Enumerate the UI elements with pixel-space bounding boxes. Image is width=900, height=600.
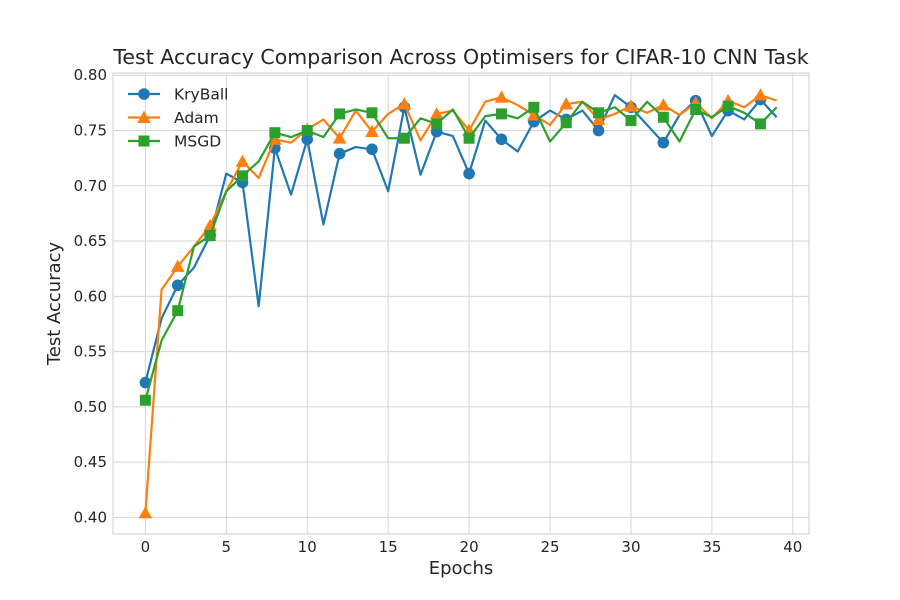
legend-label-adam: Adam xyxy=(174,109,219,127)
msgd-point xyxy=(139,394,151,406)
x-tick-label: 25 xyxy=(540,538,559,556)
msgd-point xyxy=(625,115,637,127)
adam-point xyxy=(753,88,768,101)
y-tick-label: 0.55 xyxy=(74,343,107,361)
adam-point xyxy=(365,124,379,138)
series-layer xyxy=(138,88,778,519)
adam-point xyxy=(268,132,282,145)
adam-point xyxy=(527,108,541,121)
y-tick-label: 0.40 xyxy=(74,508,107,526)
x-tick-label: 0 xyxy=(141,538,151,556)
kryball-point xyxy=(333,147,346,160)
adam-point xyxy=(397,97,412,110)
adam-point xyxy=(656,98,671,111)
legend-marker-msgd xyxy=(138,135,150,147)
msgd-line xyxy=(144,100,778,401)
kryball-point xyxy=(366,143,378,156)
legend-marker-adam xyxy=(137,110,151,123)
adam-line xyxy=(144,94,777,514)
kryball-point xyxy=(495,133,508,146)
msgd-point xyxy=(431,118,443,130)
y-axis-label: Test Accuracy xyxy=(44,241,65,366)
grid xyxy=(113,73,809,534)
y-tick-label: 0.75 xyxy=(74,121,107,139)
adam-point xyxy=(332,131,347,144)
msgd-point xyxy=(204,230,216,242)
msgd-point xyxy=(366,107,378,119)
adam-point xyxy=(559,97,574,110)
series-msgd xyxy=(139,100,778,406)
adam-point xyxy=(624,99,638,112)
adam-point xyxy=(170,259,185,272)
kryball-point xyxy=(463,167,475,180)
x-tick-label: 5 xyxy=(222,538,232,556)
msgd-point xyxy=(172,305,184,317)
y-tick-label: 0.80 xyxy=(74,66,107,84)
series-adam xyxy=(138,88,777,519)
msgd-point xyxy=(236,170,248,182)
x-tick-label: 15 xyxy=(379,538,398,556)
kryball-point xyxy=(657,136,670,149)
legend-marker-kryball xyxy=(138,88,150,100)
adam-point xyxy=(138,506,153,519)
adam-point xyxy=(429,107,444,120)
msgd-point xyxy=(722,100,734,112)
adam-point xyxy=(494,90,509,103)
x-tick-label: 20 xyxy=(460,538,479,556)
kryball-point xyxy=(171,279,184,292)
tick-labels: 0 5 10 15 20 25 30 35 40 0.40 0.45 0.50 0.55 0.60 0.65… xyxy=(74,66,803,556)
msgd-point xyxy=(495,108,507,120)
msgd-point xyxy=(690,103,702,115)
y-tick-label: 0.65 xyxy=(74,232,107,250)
msgd-point xyxy=(269,127,281,139)
x-axis-label: Epochs xyxy=(429,558,494,579)
msgd-point xyxy=(657,111,669,123)
msgd-point xyxy=(463,132,475,144)
y-tick-label: 0.45 xyxy=(74,453,107,471)
y-tick-label: 0.50 xyxy=(74,398,107,416)
msgd-point xyxy=(398,132,410,144)
chart-title: Test Accuracy Comparison Across Optimise… xyxy=(112,45,808,69)
legend-label-msgd: MSGD xyxy=(174,133,221,151)
msgd-point xyxy=(334,108,346,120)
x-tick-label: 30 xyxy=(621,538,640,556)
kryball-point xyxy=(301,133,314,146)
msgd-point xyxy=(593,107,605,119)
adam-point xyxy=(235,154,250,167)
x-tick-label: 40 xyxy=(783,538,802,556)
adam-point xyxy=(591,112,606,125)
msgd-point xyxy=(560,117,572,129)
msgd-point xyxy=(528,101,540,113)
x-tick-label: 10 xyxy=(298,538,317,556)
y-tick-label: 0.60 xyxy=(74,287,107,305)
y-tick-label: 0.70 xyxy=(74,177,107,195)
x-tick-label: 35 xyxy=(702,538,721,556)
legend: KryBall Adam MSGD xyxy=(128,86,228,151)
msgd-point xyxy=(754,118,766,130)
legend-label-kryball: KryBall xyxy=(174,86,228,104)
msgd-point xyxy=(301,124,313,136)
kryball-point xyxy=(592,124,605,137)
plot-frame xyxy=(112,72,810,535)
